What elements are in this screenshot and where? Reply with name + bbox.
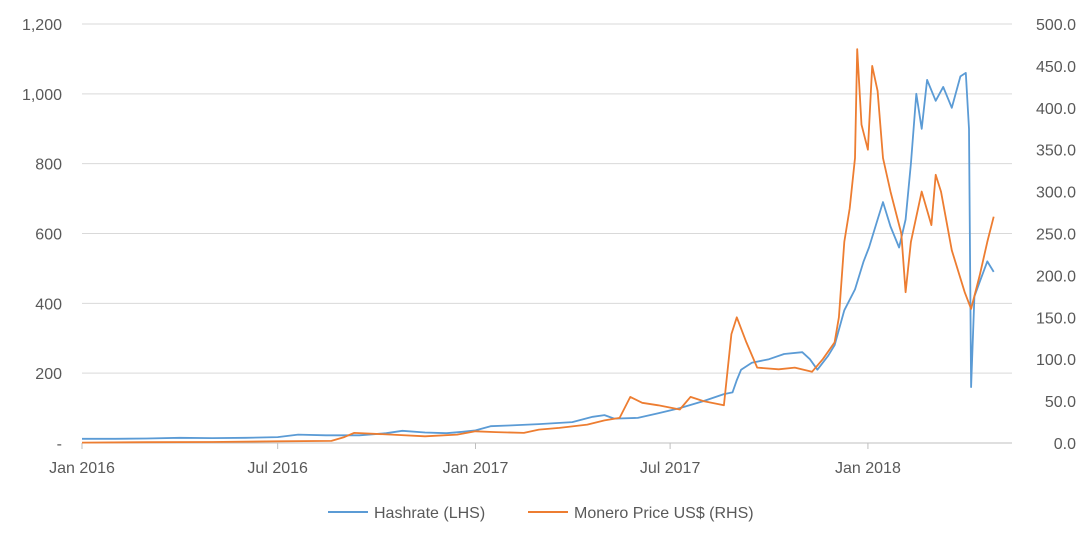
series-line-monero-price bbox=[81, 48, 995, 444]
y-right-tick-label: 400.0 bbox=[1036, 101, 1076, 118]
legend-label: Hashrate (LHS) bbox=[374, 505, 485, 522]
y-right-tick-label: 500.0 bbox=[1036, 17, 1076, 34]
y-left-tick-label: 1,000 bbox=[22, 87, 62, 104]
y-left-tick-label: 200 bbox=[35, 366, 62, 383]
y-right-tick-label: 200.0 bbox=[1036, 268, 1076, 285]
y-axis-right: 0.0 50.0 100.0 150.0 200.0 250.0 300.0 350.0 400… bbox=[1036, 17, 1076, 453]
y-axis-left: - 200 400 600 800 1,000 1,200 bbox=[22, 17, 62, 453]
y-left-tick-label: 1,200 bbox=[22, 17, 62, 34]
x-axis: Jan 2016 Jul 2016 Jan 2017 Jul 2017 Jan 2018 bbox=[49, 442, 1012, 477]
y-right-tick-label: 350.0 bbox=[1036, 143, 1076, 160]
x-tick-label: Jul 2016 bbox=[247, 460, 308, 477]
y-right-tick-label: 300.0 bbox=[1036, 185, 1076, 202]
series-line-hashrate bbox=[82, 72, 995, 440]
x-tick-label: Jan 2016 bbox=[49, 460, 115, 477]
y-right-tick-label: 150.0 bbox=[1036, 310, 1076, 327]
x-tick-label: Jan 2017 bbox=[443, 460, 509, 477]
y-left-tick-label: 800 bbox=[35, 157, 62, 174]
x-tick-label: Jul 2017 bbox=[640, 460, 701, 477]
series-lines bbox=[81, 48, 995, 444]
y-right-tick-label: 50.0 bbox=[1045, 394, 1076, 411]
y-right-tick-label: 100.0 bbox=[1036, 352, 1076, 369]
legend-label: Monero Price US$ (RHS) bbox=[574, 505, 754, 522]
legend: Hashrate (LHS) Monero Price US$ (RHS) bbox=[328, 505, 754, 522]
y-right-tick-label: 450.0 bbox=[1036, 59, 1076, 76]
y-right-tick-label: 0.0 bbox=[1054, 436, 1076, 453]
y-right-tick-label: 250.0 bbox=[1036, 227, 1076, 244]
y-left-tick-label: 600 bbox=[35, 227, 62, 244]
y-left-tick-label: - bbox=[57, 436, 62, 453]
y-left-tick-label: 400 bbox=[35, 296, 62, 313]
x-tick-label: Jan 2018 bbox=[835, 460, 901, 477]
gridlines bbox=[82, 23, 1012, 374]
